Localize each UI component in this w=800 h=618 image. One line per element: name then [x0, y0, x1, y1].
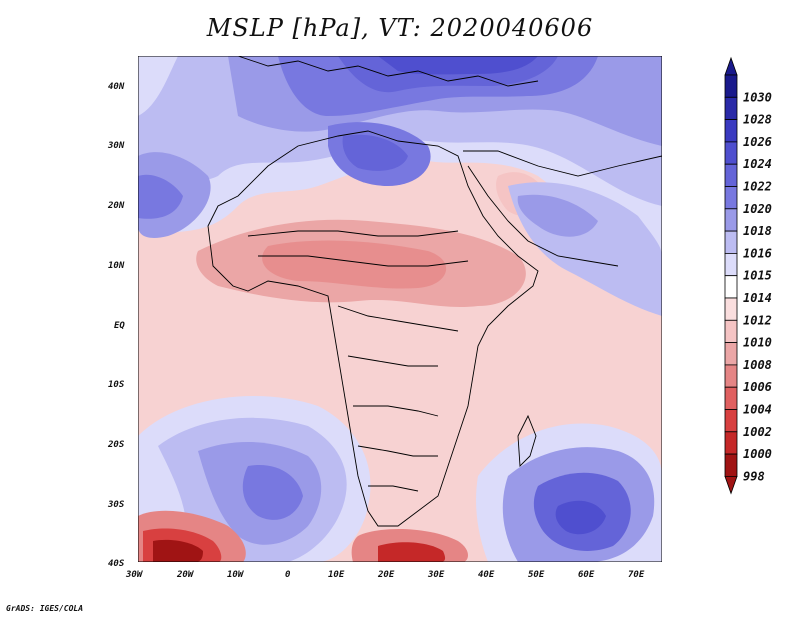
y-tick-label: 40S [108, 559, 125, 569]
x-tick-label: 20W [176, 570, 195, 580]
colorbar-label: 1006 [743, 380, 772, 394]
colorbar-label: 1002 [743, 425, 772, 439]
northern-high-pressure [138, 56, 662, 256]
y-axis-labels: 40N 30N 20N 10N EQ 10S 20S 30S 40S [107, 82, 125, 569]
x-tick-label: 60E [578, 570, 595, 580]
colorbar-swatch [724, 230, 738, 254]
colorbar-swatch [724, 119, 738, 143]
colorbar-swatch [724, 386, 738, 410]
colorbar-label: 1000 [743, 447, 772, 461]
colorbar-label: 1024 [743, 157, 772, 171]
colorbar-label: 1026 [743, 135, 772, 149]
colorbar-label: 1004 [743, 403, 772, 417]
x-axis-labels: 30W 20W 10W 0 10E 20E 30E 40E 50E 60E 70… [125, 570, 645, 580]
x-tick-label: 40E [478, 570, 495, 580]
colorbar-swatch [724, 431, 738, 455]
colorbar-label: 1014 [743, 291, 772, 305]
colorbar-bottom-arrow [724, 475, 738, 495]
y-tick-label: 10N [108, 261, 125, 271]
south-indian-high-pressure [476, 423, 662, 562]
africa-coastline [207, 56, 662, 527]
y-tick-label: 20N [107, 201, 125, 211]
colorbar-swatch [724, 364, 738, 388]
colorbar-swatch [724, 297, 738, 321]
colorbar-label: 1008 [743, 358, 772, 372]
colorbar-top-arrow [724, 56, 738, 76]
colorbar-label: 1022 [743, 180, 772, 194]
colorbar-swatch [724, 275, 738, 299]
x-tick-label: 30W [125, 570, 144, 580]
credit-text: GrADS: IGES/COLA [6, 604, 84, 613]
x-tick-label: 10W [227, 570, 245, 580]
y-tick-label: 30N [107, 141, 125, 151]
x-tick-label: 0 [285, 570, 291, 580]
chart-title: MSLP [hPa], VT: 2020040606 [206, 14, 594, 42]
x-tick-label: 50E [528, 570, 545, 580]
y-tick-label: EQ [114, 321, 125, 331]
colorbar-swatch [724, 319, 738, 343]
colorbar-label: 1030 [743, 90, 772, 104]
colorbar-label: 1020 [743, 202, 772, 216]
colorbar-label: 998 [743, 469, 765, 483]
colorbar: 1030 1028 1026 1024 1022 1020 1018 1016 1015 1014… [724, 56, 772, 495]
southern-lows [138, 510, 468, 562]
colorbar-swatch [724, 409, 738, 433]
x-tick-label: 70E [628, 570, 645, 580]
colorbar-label: 1015 [743, 269, 772, 283]
colorbar-swatch [724, 208, 738, 232]
y-tick-label: 20S [107, 440, 125, 450]
colorbar-swatch [724, 453, 738, 477]
colorbar-swatch [724, 186, 738, 210]
colorbar-label: 1018 [743, 224, 772, 238]
x-tick-label: 20E [377, 570, 395, 580]
x-tick-label: 10E [328, 570, 345, 580]
colorbar-swatch [724, 163, 738, 187]
x-tick-label: 30E [427, 570, 445, 580]
colorbar-swatch [724, 141, 738, 165]
colorbar-swatch [724, 74, 738, 98]
colorbar-label: 1028 [743, 113, 772, 127]
colorbar-swatch [724, 252, 738, 277]
y-tick-label: 10S [108, 380, 125, 390]
colorbar-label: 1010 [743, 336, 772, 350]
y-tick-label: 30S [107, 500, 125, 510]
colorbar-swatch [724, 342, 738, 366]
colorbar-label: 1016 [743, 246, 772, 260]
colorbar-label: 1012 [743, 313, 772, 327]
colorbar-swatch [724, 96, 738, 121]
y-tick-label: 40N [108, 82, 125, 92]
mslp-map [138, 56, 662, 562]
